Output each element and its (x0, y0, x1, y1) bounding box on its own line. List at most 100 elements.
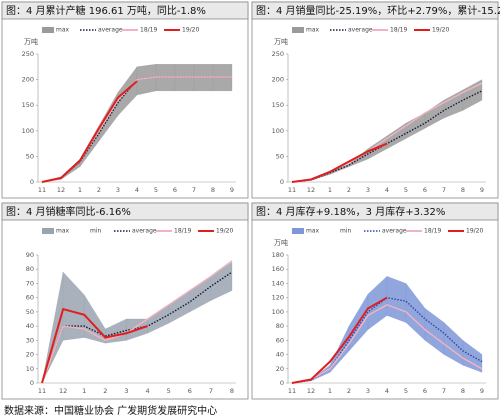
range-band (462, 340, 483, 373)
series-line (291, 304, 483, 384)
x-tick-label: 2 (103, 387, 107, 395)
x-tick-label: 3 (124, 387, 128, 395)
series-line (41, 80, 138, 183)
x-tick-label: 6 (423, 186, 427, 194)
legend-label: 18/19 (390, 27, 407, 34)
y-tick-label: 0 (30, 178, 34, 186)
x-tick-label: 9 (230, 186, 234, 194)
y-tick-label: 80 (276, 322, 284, 330)
x-tick-label: 11 (288, 387, 296, 395)
x-tick-label: 1 (82, 387, 86, 395)
x-tick-label: 11 (38, 387, 46, 395)
y-tick-label: 0 (30, 379, 34, 387)
legend-label: max (306, 228, 320, 235)
x-tick-label: 4 (385, 186, 389, 194)
legend-label: 19/20 (182, 27, 199, 34)
legend-label: max (56, 228, 70, 235)
x-tick-label: 3 (366, 387, 370, 395)
legend-label: max (306, 27, 320, 34)
panel: 图：4 月销量同比-25.19%，环比+2.79%，累计-15.26% 万吨 0 50… (251, 1, 500, 199)
legend-label: 18/19 (174, 228, 191, 235)
legend-label: average (348, 27, 373, 34)
x-tick-label: 7 (209, 387, 213, 395)
range-band (386, 276, 407, 323)
y-tick-label: 100 (272, 127, 284, 135)
x-tick-label: 5 (404, 387, 408, 395)
series-line (291, 142, 388, 183)
y-tick-label: 80 (26, 265, 34, 273)
series-line (41, 307, 148, 384)
y-tick-label: 0 (280, 379, 284, 387)
x-tick-label: 5 (154, 186, 158, 194)
source-note: 数据来源：中国糖业协会 广发期货发展研究中心 (4, 404, 217, 417)
x-tick-label: 12 (59, 387, 67, 395)
y-tick-label: 200 (272, 76, 284, 84)
x-tick-label: 2 (97, 186, 101, 194)
x-tick-label: 11 (38, 186, 46, 194)
y-tick-label: 50 (276, 152, 284, 160)
y-tick-label: 120 (272, 294, 284, 302)
legend-swatch (292, 228, 304, 234)
y-tick-label: 150 (22, 101, 34, 109)
y-tick-label: 70 (26, 279, 34, 287)
y-tick-label: 20 (26, 351, 34, 359)
x-tick-label: 5 (167, 387, 171, 395)
y-tick-label: 60 (26, 294, 34, 302)
y-tick-label: 30 (26, 336, 34, 344)
x-tick-label: 6 (173, 186, 177, 194)
series-line (41, 271, 233, 384)
legend-label: average (382, 228, 407, 235)
x-tick-label: 4 (145, 387, 149, 395)
y-tick-label: 250 (272, 50, 284, 58)
legend-swatch (292, 27, 304, 33)
x-tick-label: 3 (366, 186, 370, 194)
legend-label: max (56, 27, 70, 34)
legend-label: min (90, 228, 102, 235)
x-tick-label: 9 (480, 186, 484, 194)
x-tick-label: 1 (78, 186, 82, 194)
x-tick-label: 9 (480, 387, 484, 395)
y-tick-label: 60 (276, 336, 284, 344)
x-tick-label: 1 (328, 186, 332, 194)
y-tick-label: 100 (22, 127, 34, 135)
x-tick-label: 7 (192, 186, 196, 194)
y-tick-label: 40 (276, 351, 284, 359)
x-tick-label: 8 (461, 186, 465, 194)
x-tick-label: 1 (328, 387, 332, 395)
legend-swatch (42, 228, 54, 234)
legend-label: 18/19 (424, 228, 441, 235)
panel-title-bar (251, 1, 499, 20)
legend-swatch (42, 27, 54, 33)
legend-label: min (340, 228, 352, 235)
panel-title: 图：4 月库存+9.18%，3 月库存+3.32% (256, 205, 445, 218)
y-tick-label: 160 (272, 265, 284, 273)
x-tick-label: 6 (423, 387, 427, 395)
y-tick-label: 140 (272, 279, 284, 287)
x-tick-label: 2 (347, 186, 351, 194)
panel-title: 图：4 月销量同比-25.19%，环比+2.79%，累计-15.26% (256, 4, 500, 17)
y-tick-label: 180 (272, 251, 284, 259)
y-tick-label: 10 (26, 365, 34, 373)
panel-title: 图：4 月销糖率同比-6.16% (6, 205, 131, 218)
panel-title-bar (1, 202, 249, 221)
x-tick-label: 7 (442, 186, 446, 194)
y-tick-label: 200 (22, 76, 34, 84)
legend-label: average (98, 27, 123, 34)
legend-label: average (132, 228, 157, 235)
panel-title: 图：4 月累计产糖 196.61 万吨，同比-1.8% (6, 4, 206, 17)
y-tick-label: 250 (22, 50, 34, 58)
panel-title-bar (251, 202, 499, 221)
y-tick-label: 0 (280, 178, 284, 186)
y-tick-label: 50 (26, 308, 34, 316)
x-tick-label: 11 (288, 186, 296, 194)
x-tick-label: 2 (347, 387, 351, 395)
x-tick-label: 3 (116, 186, 120, 194)
x-tick-label: 8 (230, 387, 234, 395)
legend-label: 18/19 (140, 27, 157, 34)
x-tick-label: 12 (307, 387, 315, 395)
y-unit: 万吨 (274, 238, 288, 247)
x-tick-label: 12 (307, 186, 315, 194)
x-tick-label: 5 (404, 186, 408, 194)
